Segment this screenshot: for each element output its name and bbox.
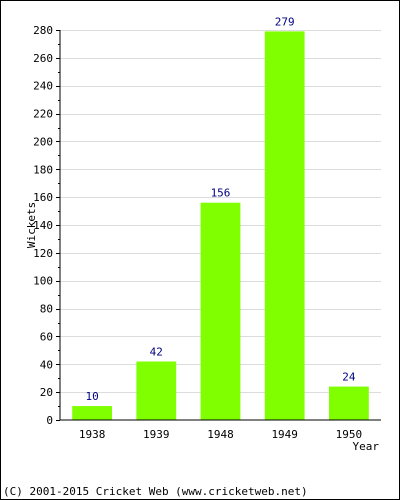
- x-tick-label: 1949: [271, 428, 298, 441]
- y-tick-label: 140: [33, 219, 53, 232]
- data-labels: 10 42 156 279 24: [85, 15, 355, 403]
- y-tick-label: 220: [33, 108, 53, 121]
- data-label: 279: [275, 15, 295, 28]
- grid-lines: [60, 30, 381, 393]
- x-tick-label: 1948: [207, 428, 234, 441]
- y-tick-label: 160: [33, 191, 53, 204]
- bar: [328, 386, 369, 420]
- x-tick-label: 1938: [79, 428, 106, 441]
- y-tick-label: 120: [33, 247, 53, 260]
- bars: [72, 31, 369, 421]
- y-tick-label: 100: [33, 275, 53, 288]
- bar: [72, 406, 113, 420]
- x-tick-label: 1939: [143, 428, 170, 441]
- y-tick-label: 260: [33, 52, 53, 65]
- x-tick-label: 1950: [336, 428, 363, 441]
- y-ticks: 0 20 40 60 80 100 120 140 160 180 200 220 240 260 280: [33, 24, 60, 427]
- y-tick-label: 0: [46, 414, 53, 427]
- bar: [136, 361, 177, 420]
- y-tick-label: 20: [40, 386, 53, 399]
- data-label: 10: [85, 390, 98, 403]
- data-label: 42: [150, 346, 163, 359]
- y-tick-label: 240: [33, 80, 53, 93]
- bar: [200, 202, 241, 420]
- data-label: 156: [211, 187, 231, 200]
- x-ticks: 1938 1939 1948 1949 1950: [79, 428, 362, 441]
- y-tick-label: 60: [40, 330, 53, 343]
- y-tick-label: 200: [33, 135, 53, 148]
- copyright-footer: (C) 2001-2015 Cricket Web (www.cricketwe…: [3, 485, 308, 498]
- bar: [264, 31, 305, 421]
- y-tick-label: 180: [33, 163, 53, 176]
- x-axis-title: Year: [353, 440, 380, 453]
- y-tick-label: 40: [40, 358, 53, 371]
- y-tick-label: 80: [40, 303, 53, 316]
- y-axis-title: Wickets: [25, 202, 38, 248]
- y-tick-label: 280: [33, 24, 53, 37]
- data-label: 24: [342, 371, 356, 384]
